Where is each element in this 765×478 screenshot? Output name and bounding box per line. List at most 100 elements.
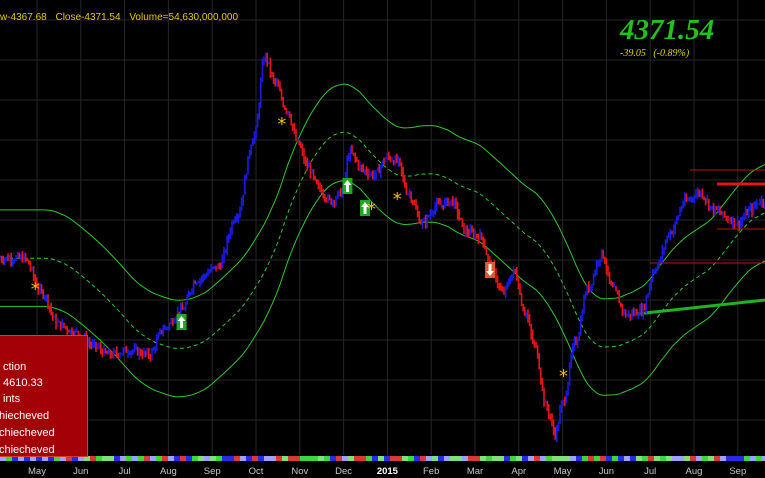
envelope-mid-band	[0, 131, 765, 349]
indicator-cell	[30, 456, 36, 461]
last-price: 4371.54	[620, 14, 715, 46]
indicator-cell	[24, 456, 30, 461]
ohlc-readout: w-4367.68 Close-4371.54 Volume=54,630,00…	[0, 12, 244, 23]
indicator-cell	[552, 456, 558, 461]
indicator-cell	[216, 456, 222, 461]
info-panel: ction 4610.33 ints hiecheved chiecheved …	[0, 335, 88, 457]
indicator-cell	[588, 456, 594, 461]
indicator-cell	[204, 456, 210, 461]
info-line: chiecheved	[0, 427, 55, 439]
indicator-cell	[558, 456, 564, 461]
indicator-cell	[354, 456, 360, 461]
indicator-cell	[522, 456, 528, 461]
indicator-cell	[678, 456, 684, 461]
indicator-cell	[444, 456, 450, 461]
indicator-cell	[696, 456, 702, 461]
indicator-cell	[594, 456, 600, 461]
indicator-cell	[600, 456, 606, 461]
indicator-cell	[702, 456, 708, 461]
indicator-cell	[312, 456, 318, 461]
indicator-cell	[366, 456, 372, 461]
indicator-cell	[612, 456, 618, 461]
indicator-cell	[462, 456, 468, 461]
indicator-cell	[762, 456, 765, 461]
x-axis-ticks: May Jun Jul Aug Sep Oct Nov Dec 2015 Feb Mar Apr May…	[0, 461, 765, 478]
indicator-cell	[66, 456, 72, 461]
indicator-cell	[342, 456, 348, 461]
x-axis-band	[0, 461, 765, 478]
star-marker-icon: *	[559, 366, 568, 387]
indicator-cell	[498, 456, 504, 461]
indicator-cell	[732, 456, 738, 461]
indicator-cell	[348, 456, 354, 461]
indicator-cell	[480, 456, 486, 461]
x-tick-label: Feb	[423, 466, 439, 477]
indicator-cell	[570, 456, 576, 461]
sell-signal-icon	[485, 262, 496, 278]
indicator-cell	[642, 456, 648, 461]
indicator-cell	[438, 456, 444, 461]
indicator-cell	[486, 456, 492, 461]
indicator-cell	[60, 456, 66, 461]
indicator-cell	[546, 456, 552, 461]
chart-grid	[0, 0, 765, 455]
indicator-cell	[510, 456, 516, 461]
indicator-cell	[180, 456, 186, 461]
indicator-cell	[102, 456, 108, 461]
indicator-cell	[624, 456, 630, 461]
x-tick-label: 2015	[377, 466, 399, 477]
envelope-lower-band	[0, 179, 765, 398]
indicator-cell	[576, 456, 582, 461]
indicator-cell	[420, 456, 426, 461]
change-percent: (-0.89%)	[653, 48, 690, 59]
indicator-cell	[660, 456, 666, 461]
indicator-cell	[666, 456, 672, 461]
indicator-cell	[534, 456, 540, 461]
x-tick-label: Aug	[160, 466, 177, 477]
indicator-cell	[270, 456, 276, 461]
indicator-cell	[504, 456, 510, 461]
indicator-cell	[6, 456, 12, 461]
indicator-cell	[528, 456, 534, 461]
indicator-cell	[192, 456, 198, 461]
indicator-cell	[618, 456, 624, 461]
indicator-cell	[636, 456, 642, 461]
indicator-cell	[324, 456, 330, 461]
indicator-cell	[96, 456, 102, 461]
indicator-cell	[408, 456, 414, 461]
indicator-cell	[738, 456, 744, 461]
indicator-cell	[744, 456, 750, 461]
indicator-cell	[174, 456, 180, 461]
indicator-cell	[276, 456, 282, 461]
indicator-cell	[750, 456, 756, 461]
indicator-cell	[306, 456, 312, 461]
x-tick-label: May	[554, 466, 572, 477]
indicator-cell	[654, 456, 660, 461]
indicator-cell	[492, 456, 498, 461]
star-marker-icon: *	[393, 189, 402, 210]
x-tick-label: Jul	[644, 466, 656, 477]
indicator-cell	[252, 456, 258, 461]
indicator-cell	[756, 456, 762, 461]
x-tick-label: Aug	[686, 466, 703, 477]
x-tick-label: Mar	[467, 466, 483, 477]
trend-lines	[635, 169, 765, 316]
indicator-cell	[426, 456, 432, 461]
indicator-cell	[396, 456, 402, 461]
indicator-cell	[474, 456, 480, 461]
indicator-cell	[402, 456, 408, 461]
x-tick-label: Apr	[511, 466, 526, 477]
indicator-cell	[54, 456, 60, 461]
indicator-cell	[138, 456, 144, 461]
x-tick-label: Jul	[119, 466, 131, 477]
volume-value: Volume=54,630,000,000	[129, 12, 239, 23]
indicator-cell	[84, 456, 90, 461]
green-trendline	[635, 298, 765, 316]
indicator-cell	[336, 456, 342, 461]
indicator-cell	[12, 456, 18, 461]
indicator-cell	[132, 456, 138, 461]
indicator-cell	[648, 456, 654, 461]
indicator-cell	[126, 456, 132, 461]
info-line: 4610.33	[3, 377, 43, 389]
